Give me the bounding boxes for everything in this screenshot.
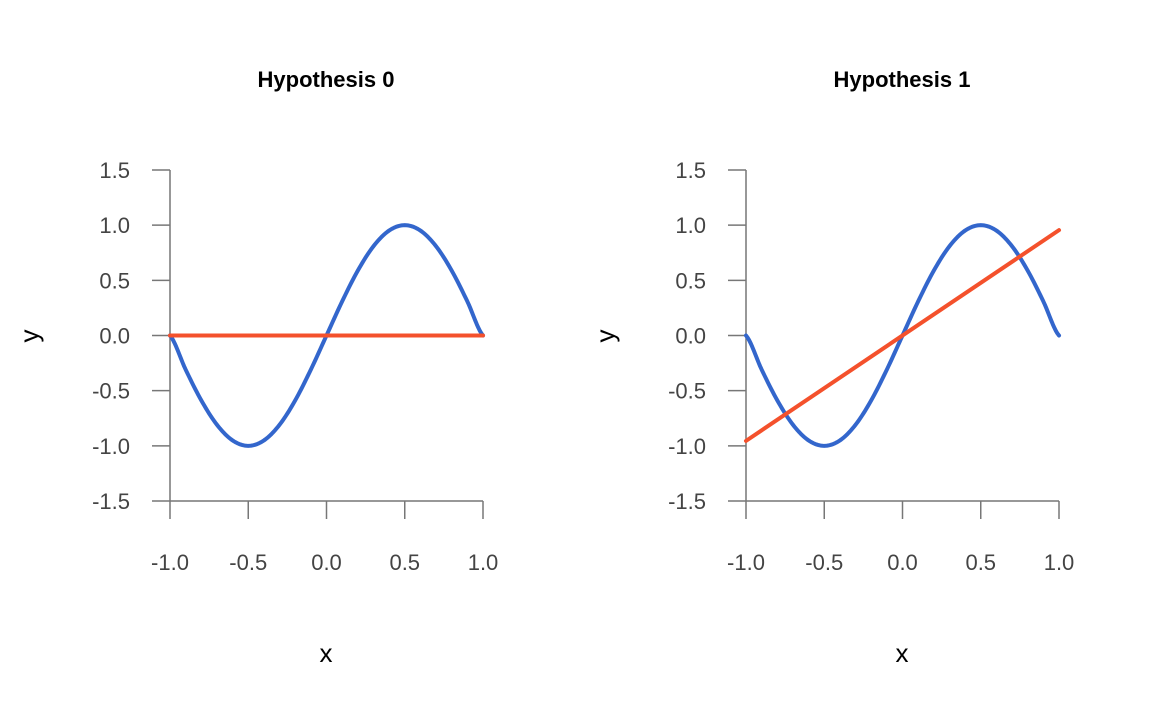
y-tick-label: 1.0	[99, 213, 130, 238]
y-tick-label: 1.5	[99, 158, 130, 183]
panel-hypothesis-1: Hypothesis 1 1.5 1.0 0.5 0.0 -0.5 -1.0 -1.5 -1…	[590, 67, 1074, 668]
chart-title: Hypothesis 1	[834, 67, 971, 92]
y-axis-label: y	[590, 330, 620, 343]
y-tick-label: 0.0	[675, 324, 706, 349]
x-tick-labels: -1.0 -0.5 0.0 0.5 1.0	[727, 501, 1074, 575]
y-axis-label: y	[14, 330, 44, 343]
x-axis-label: x	[320, 638, 333, 668]
y-tick-label: -1.5	[668, 489, 706, 514]
y-tick-labels: 1.5 1.0 0.5 0.0 -0.5 -1.0 -1.5	[668, 158, 746, 514]
y-tick-label: 0.5	[675, 268, 706, 293]
x-tick-label: -1.0	[151, 550, 189, 575]
chart-title: Hypothesis 0	[258, 67, 395, 92]
x-tick-label: 0.5	[389, 550, 420, 575]
series-group	[744, 223, 1061, 448]
x-tick-labels: -1.0 -0.5 0.0 0.5 1.0	[151, 501, 498, 575]
x-tick-label: 0.0	[887, 550, 918, 575]
y-tick-label: -0.5	[92, 379, 130, 404]
x-tick-label: -0.5	[805, 550, 843, 575]
x-tick-label: 0.5	[965, 550, 996, 575]
y-tick-label: -1.5	[92, 489, 130, 514]
y-tick-label: -1.0	[668, 434, 706, 459]
y-tick-label: 1.5	[675, 158, 706, 183]
series-group	[168, 223, 485, 448]
y-tick-label: 1.0	[675, 213, 706, 238]
x-tick-label: 1.0	[1044, 550, 1075, 575]
y-tick-label: 0.5	[99, 268, 130, 293]
panel-hypothesis-0: Hypothesis 0 1.5 1.0 0.5 0.0 -0.5 -1.0 -1.5 -1…	[14, 67, 498, 668]
y-tick-label: 0.0	[99, 324, 130, 349]
x-tick-label: -1.0	[727, 550, 765, 575]
series-line-hypothesis	[744, 228, 1061, 443]
x-tick-label: 1.0	[468, 550, 499, 575]
y-tick-label: -1.0	[92, 434, 130, 459]
x-tick-label: 0.0	[311, 550, 342, 575]
x-axis-label: x	[896, 638, 909, 668]
y-tick-label: -0.5	[668, 379, 706, 404]
y-tick-labels: 1.5 1.0 0.5 0.0 -0.5 -1.0 -1.5	[92, 158, 170, 514]
x-tick-label: -0.5	[229, 550, 267, 575]
